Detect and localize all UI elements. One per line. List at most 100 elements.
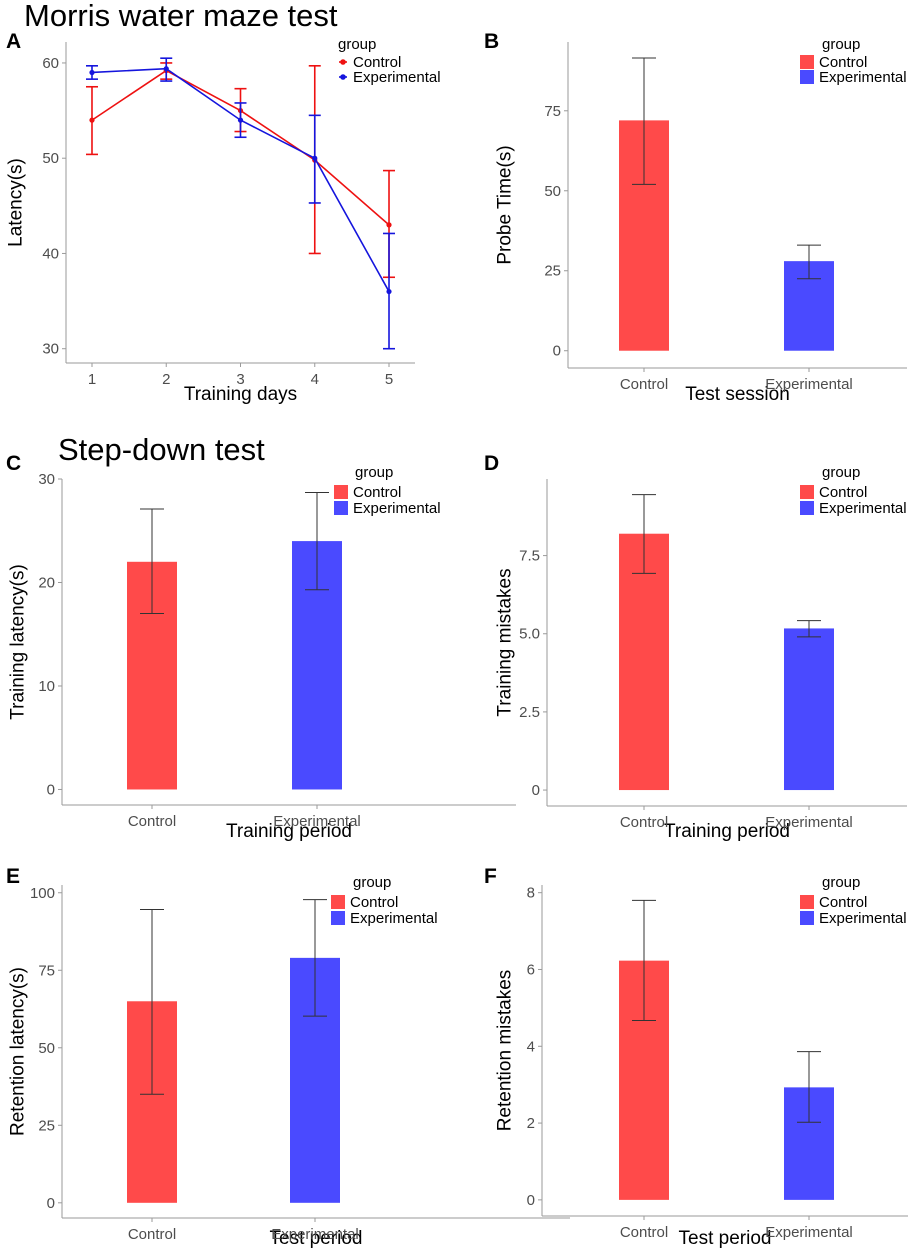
legend-title: group [355, 464, 393, 481]
x-tick-label: 2 [162, 371, 170, 388]
y-tick-label: 75 [544, 103, 561, 120]
legend-title: group [822, 464, 860, 481]
data-point [89, 117, 95, 123]
x-tick-label: Experimental [273, 813, 361, 830]
y-tick-label: 4 [527, 1038, 535, 1055]
legend-label-control: Control [350, 894, 398, 911]
data-point [386, 222, 392, 228]
legend-key-swatch [800, 70, 814, 84]
y-tick-label: 30 [42, 341, 59, 358]
x-tick-label: Experimental [271, 1226, 359, 1243]
legend-key-point [340, 74, 346, 80]
y-axis-title: Retention mistakes [495, 970, 516, 1132]
panel-e: E 0 25 50 75 100 Retention latency(s) Test peri… [6, 865, 570, 1249]
y-tick-label: 0 [47, 781, 55, 798]
legend-label-experimental: Experimental [353, 69, 441, 86]
data-point [89, 69, 95, 76]
panel-letter: C [6, 452, 21, 475]
legend-label-experimental: Experimental [819, 910, 907, 927]
panel-letter: A [6, 30, 21, 53]
y-axis-title: Retention latency(s) [8, 967, 29, 1136]
y-tick-label: 0 [553, 343, 561, 360]
legend-label-control: Control [353, 484, 401, 501]
legend-label-control: Control [353, 54, 401, 71]
legend-key-swatch [800, 501, 814, 515]
x-tick-label: 1 [88, 371, 96, 388]
legend-key-point [340, 59, 346, 65]
panel-c: C 0 10 20 30 Training latency(s) Training peri… [6, 452, 516, 842]
panel-b: B 0 25 50 75 Probe Time(s) Test session Control… [484, 30, 907, 405]
y-tick-label: 75 [38, 962, 55, 979]
y-tick-label: 50 [42, 150, 59, 167]
legend-label-experimental: Experimental [350, 910, 438, 927]
legend-title: group [338, 36, 376, 53]
panel-letter: D [484, 452, 499, 475]
x-tick-label: Control [620, 376, 668, 393]
bar-experimental [784, 628, 834, 791]
legend-title: group [822, 874, 860, 891]
x-axis-title: Training period [226, 821, 352, 842]
x-tick-label: Control [620, 1224, 668, 1241]
y-tick-label: 8 [527, 885, 535, 902]
legend-label-control: Control [819, 894, 867, 911]
legend-label-experimental: Experimental [819, 69, 907, 86]
x-tick-label: Experimental [765, 814, 853, 831]
panel-f: F 0 2 4 6 8 Retention mistakes Test period Contr… [484, 865, 908, 1249]
y-tick-label: 25 [544, 263, 561, 280]
x-tick-label: Experimental [765, 376, 853, 393]
x-axis-title: Test period [270, 1228, 363, 1249]
legend-key-swatch [800, 55, 814, 69]
y-tick-label: 0 [532, 782, 540, 799]
y-tick-label: 2.5 [519, 704, 540, 721]
y-tick-label: 2 [527, 1115, 535, 1132]
legend-label-experimental: Experimental [819, 500, 907, 517]
x-tick-label: Control [128, 1226, 176, 1243]
y-axis-title: Latency(s) [6, 158, 27, 247]
y-axis-title: Probe Time(s) [495, 145, 516, 264]
legend-label-control: Control [819, 484, 867, 501]
panel-letter: E [6, 865, 20, 888]
x-axis-title: Test session [685, 384, 790, 405]
legend-title: group [353, 874, 391, 891]
legend-title: group [822, 36, 860, 53]
y-tick-label: 20 [38, 574, 55, 591]
y-tick-label: 100 [30, 885, 55, 902]
bar-control [619, 533, 669, 791]
legend-label-control: Control [819, 54, 867, 71]
x-tick-label: 4 [311, 371, 319, 388]
y-tick-label: 10 [38, 678, 55, 695]
x-tick-label: Control [128, 813, 176, 830]
y-axis-title: Training latency(s) [8, 564, 29, 720]
y-tick-label: 60 [42, 55, 59, 72]
y-axis-title: Training mistakes [495, 568, 516, 716]
legend-key-swatch [331, 911, 345, 925]
y-tick-label: 50 [544, 183, 561, 200]
data-point [237, 117, 244, 123]
y-tick-label: 5.0 [519, 626, 540, 643]
x-axis-title: Training days [184, 384, 297, 405]
y-tick-label: 6 [527, 961, 535, 978]
legend-key-swatch [800, 895, 814, 909]
y-tick-label: 50 [38, 1040, 55, 1057]
section-title-stepdown: Step-down test [58, 432, 265, 467]
x-tick-label: 3 [236, 371, 244, 388]
panel-letter: B [484, 30, 499, 53]
data-point [386, 288, 392, 295]
data-point [163, 66, 169, 72]
legend-key-swatch [331, 895, 345, 909]
x-tick-label: Experimental [765, 1224, 853, 1241]
legend-key-swatch [800, 485, 814, 499]
y-tick-label: 30 [38, 471, 55, 488]
legend-key-swatch [800, 911, 814, 925]
panel-letter: F [484, 865, 497, 888]
x-axis-title: Test period [679, 1228, 772, 1249]
data-point [312, 155, 318, 161]
legend-label-experimental: Experimental [353, 500, 441, 517]
y-tick-label: 7.5 [519, 548, 540, 565]
